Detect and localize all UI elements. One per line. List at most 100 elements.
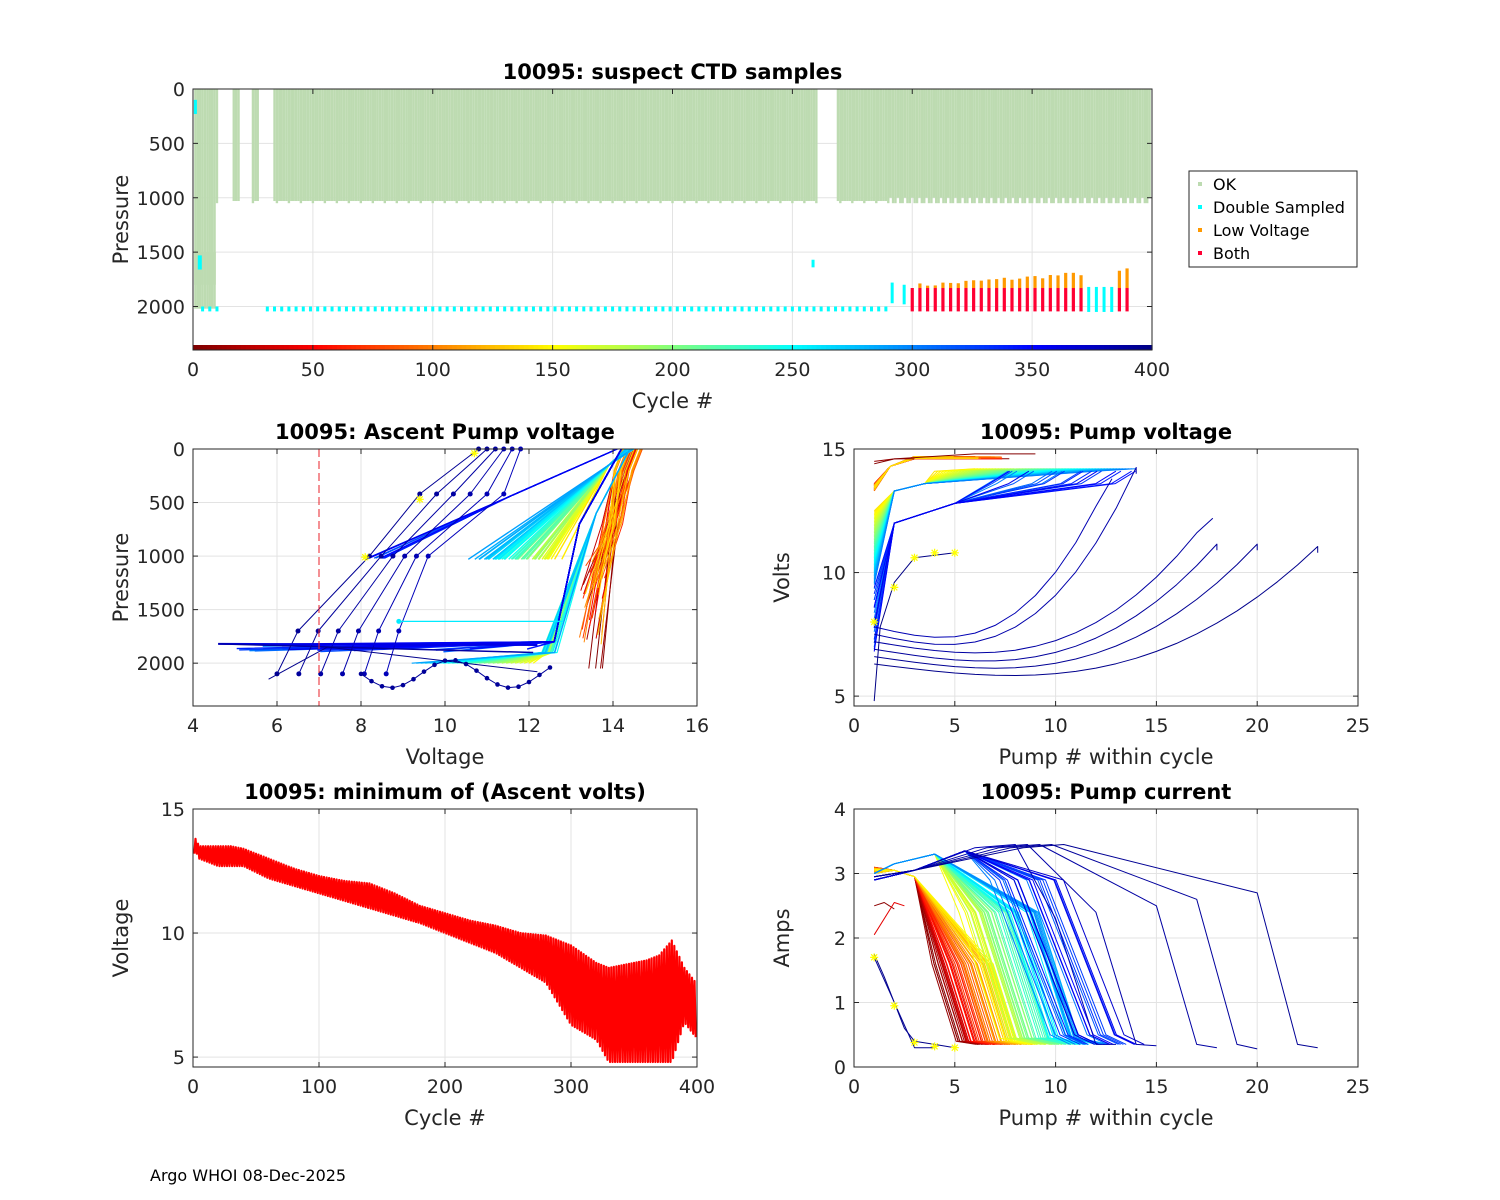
ok-sample-bar	[733, 89, 737, 202]
colorbar-segment	[730, 345, 736, 350]
double-sampled-mark	[395, 306, 399, 312]
ok-sample-bar	[736, 89, 739, 202]
y-tick-label: 3	[834, 864, 846, 886]
ok-sample-bar	[788, 89, 792, 202]
ok-sample-bar	[712, 89, 715, 202]
ok-sample-bar	[947, 89, 950, 198]
ascent-sample-dot	[379, 683, 385, 689]
colorbar-segment	[356, 345, 362, 350]
ok-sample-bar	[954, 89, 957, 198]
colorbar-segment	[586, 345, 592, 350]
ok-sample-bar	[498, 89, 502, 202]
low-voltage-mark	[972, 280, 976, 289]
ok-sample-bar	[688, 89, 691, 202]
ok-sample-bar	[556, 89, 559, 202]
colorbar-segment	[931, 345, 937, 350]
colorbar-segment	[380, 345, 386, 350]
ok-sample-bar	[505, 89, 509, 202]
ascent-sample-dot	[340, 671, 346, 677]
ok-sample-bar	[429, 89, 432, 202]
pump-current-line	[873, 957, 935, 1049]
colorbar-segment	[974, 345, 980, 350]
ok-sample-bar	[537, 89, 540, 202]
ok-sample-bar	[354, 89, 358, 202]
ok-sample-bar	[999, 89, 1003, 204]
double-sampled-mark	[740, 306, 744, 312]
colorbar-segment	[605, 345, 611, 350]
ok-sample-bar	[477, 89, 480, 202]
ok-sample-bar	[347, 89, 351, 204]
ok-sample-bar	[930, 89, 933, 204]
x-tick-label: 15	[1144, 715, 1168, 737]
ok-sample-bar	[949, 89, 952, 204]
ok-sample-bar	[630, 89, 633, 202]
ok-sample-bar	[887, 89, 890, 204]
double-sampled-mark	[308, 306, 312, 312]
colorbar-segment	[341, 345, 348, 350]
colorbar-segment	[950, 345, 957, 350]
ascent-sample-dot	[547, 665, 553, 670]
colorbar-segment	[638, 345, 645, 350]
ok-sample-bar	[369, 89, 372, 202]
low-voltage-mark	[1125, 268, 1129, 289]
ok-sample-bar	[299, 89, 303, 204]
y-tick-label: 0	[834, 1057, 846, 1079]
pump-voltage-line	[874, 478, 1113, 638]
double-sampled-mark	[675, 306, 679, 312]
double-sampled-mark	[495, 306, 499, 312]
ok-sample-bar	[649, 89, 653, 202]
colorbar-segment	[955, 345, 961, 350]
ok-sample-bar	[616, 89, 619, 202]
ascent-sample-dot	[425, 553, 431, 559]
ascent-pump-voltage-plot: 4 6 8 10 12 14 16 0 500 1000 1500 2000 10095: Ascent…	[109, 420, 709, 769]
double-sampled-mark	[632, 306, 636, 312]
y-tick-label: 1000	[137, 546, 185, 568]
ok-sample-bar	[944, 89, 948, 204]
ok-sample-bar	[798, 89, 801, 202]
y-tick-label: 0	[173, 439, 185, 461]
ok-sample-bar	[450, 89, 454, 202]
ok-sample-bar	[807, 89, 811, 202]
double-sampled-mark	[215, 306, 219, 312]
double-sampled-mark	[596, 306, 600, 312]
ok-sample-bar	[906, 89, 909, 204]
ok-sample-bar	[1035, 89, 1039, 204]
ok-sample-bar	[975, 89, 979, 198]
y-tick-label: 4	[834, 799, 846, 821]
pump-voltage-line	[874, 517, 1214, 654]
ok-sample-bar	[1064, 89, 1067, 204]
colorbar-segment	[365, 345, 372, 350]
ok-sample-bar	[527, 89, 530, 204]
ok-sample-bar	[210, 89, 214, 309]
colorbar-segment	[451, 345, 458, 350]
ascent-sample-dot	[432, 662, 437, 668]
x-axis-label: Pump # within cycle	[999, 745, 1214, 769]
ok-sample-bar	[503, 89, 506, 204]
ok-sample-bar	[302, 89, 305, 202]
ascent-sample-dot	[390, 685, 395, 691]
double-sampled-mark	[474, 306, 478, 312]
colorbar-segment	[461, 345, 467, 350]
ok-sample-bar	[695, 89, 698, 204]
ok-sample-bar	[314, 89, 317, 202]
ok-sample-bar	[656, 89, 660, 202]
ok-sample-bar	[1141, 89, 1144, 198]
colorbar-segment	[413, 345, 419, 350]
double-sampled-mark	[869, 306, 873, 312]
both-flag-mark	[1041, 288, 1045, 312]
colorbar-segment	[1008, 345, 1014, 350]
double-sampled-mark	[546, 306, 550, 312]
double-sampled-mark	[704, 306, 708, 312]
x-tick-label: 5	[949, 1076, 961, 1098]
colorbar-segment	[576, 345, 582, 350]
ok-sample-bar	[1083, 89, 1087, 198]
double-sampled-mark	[1087, 286, 1091, 312]
ok-sample-bar	[1136, 89, 1139, 204]
ok-sample-bar	[294, 89, 298, 202]
double-sampled-mark	[539, 306, 543, 312]
x-tick-label: 20	[1245, 715, 1269, 737]
colorbar-segment	[768, 345, 774, 350]
ok-sample-bar	[333, 89, 336, 202]
ok-sample-bar	[851, 89, 854, 204]
